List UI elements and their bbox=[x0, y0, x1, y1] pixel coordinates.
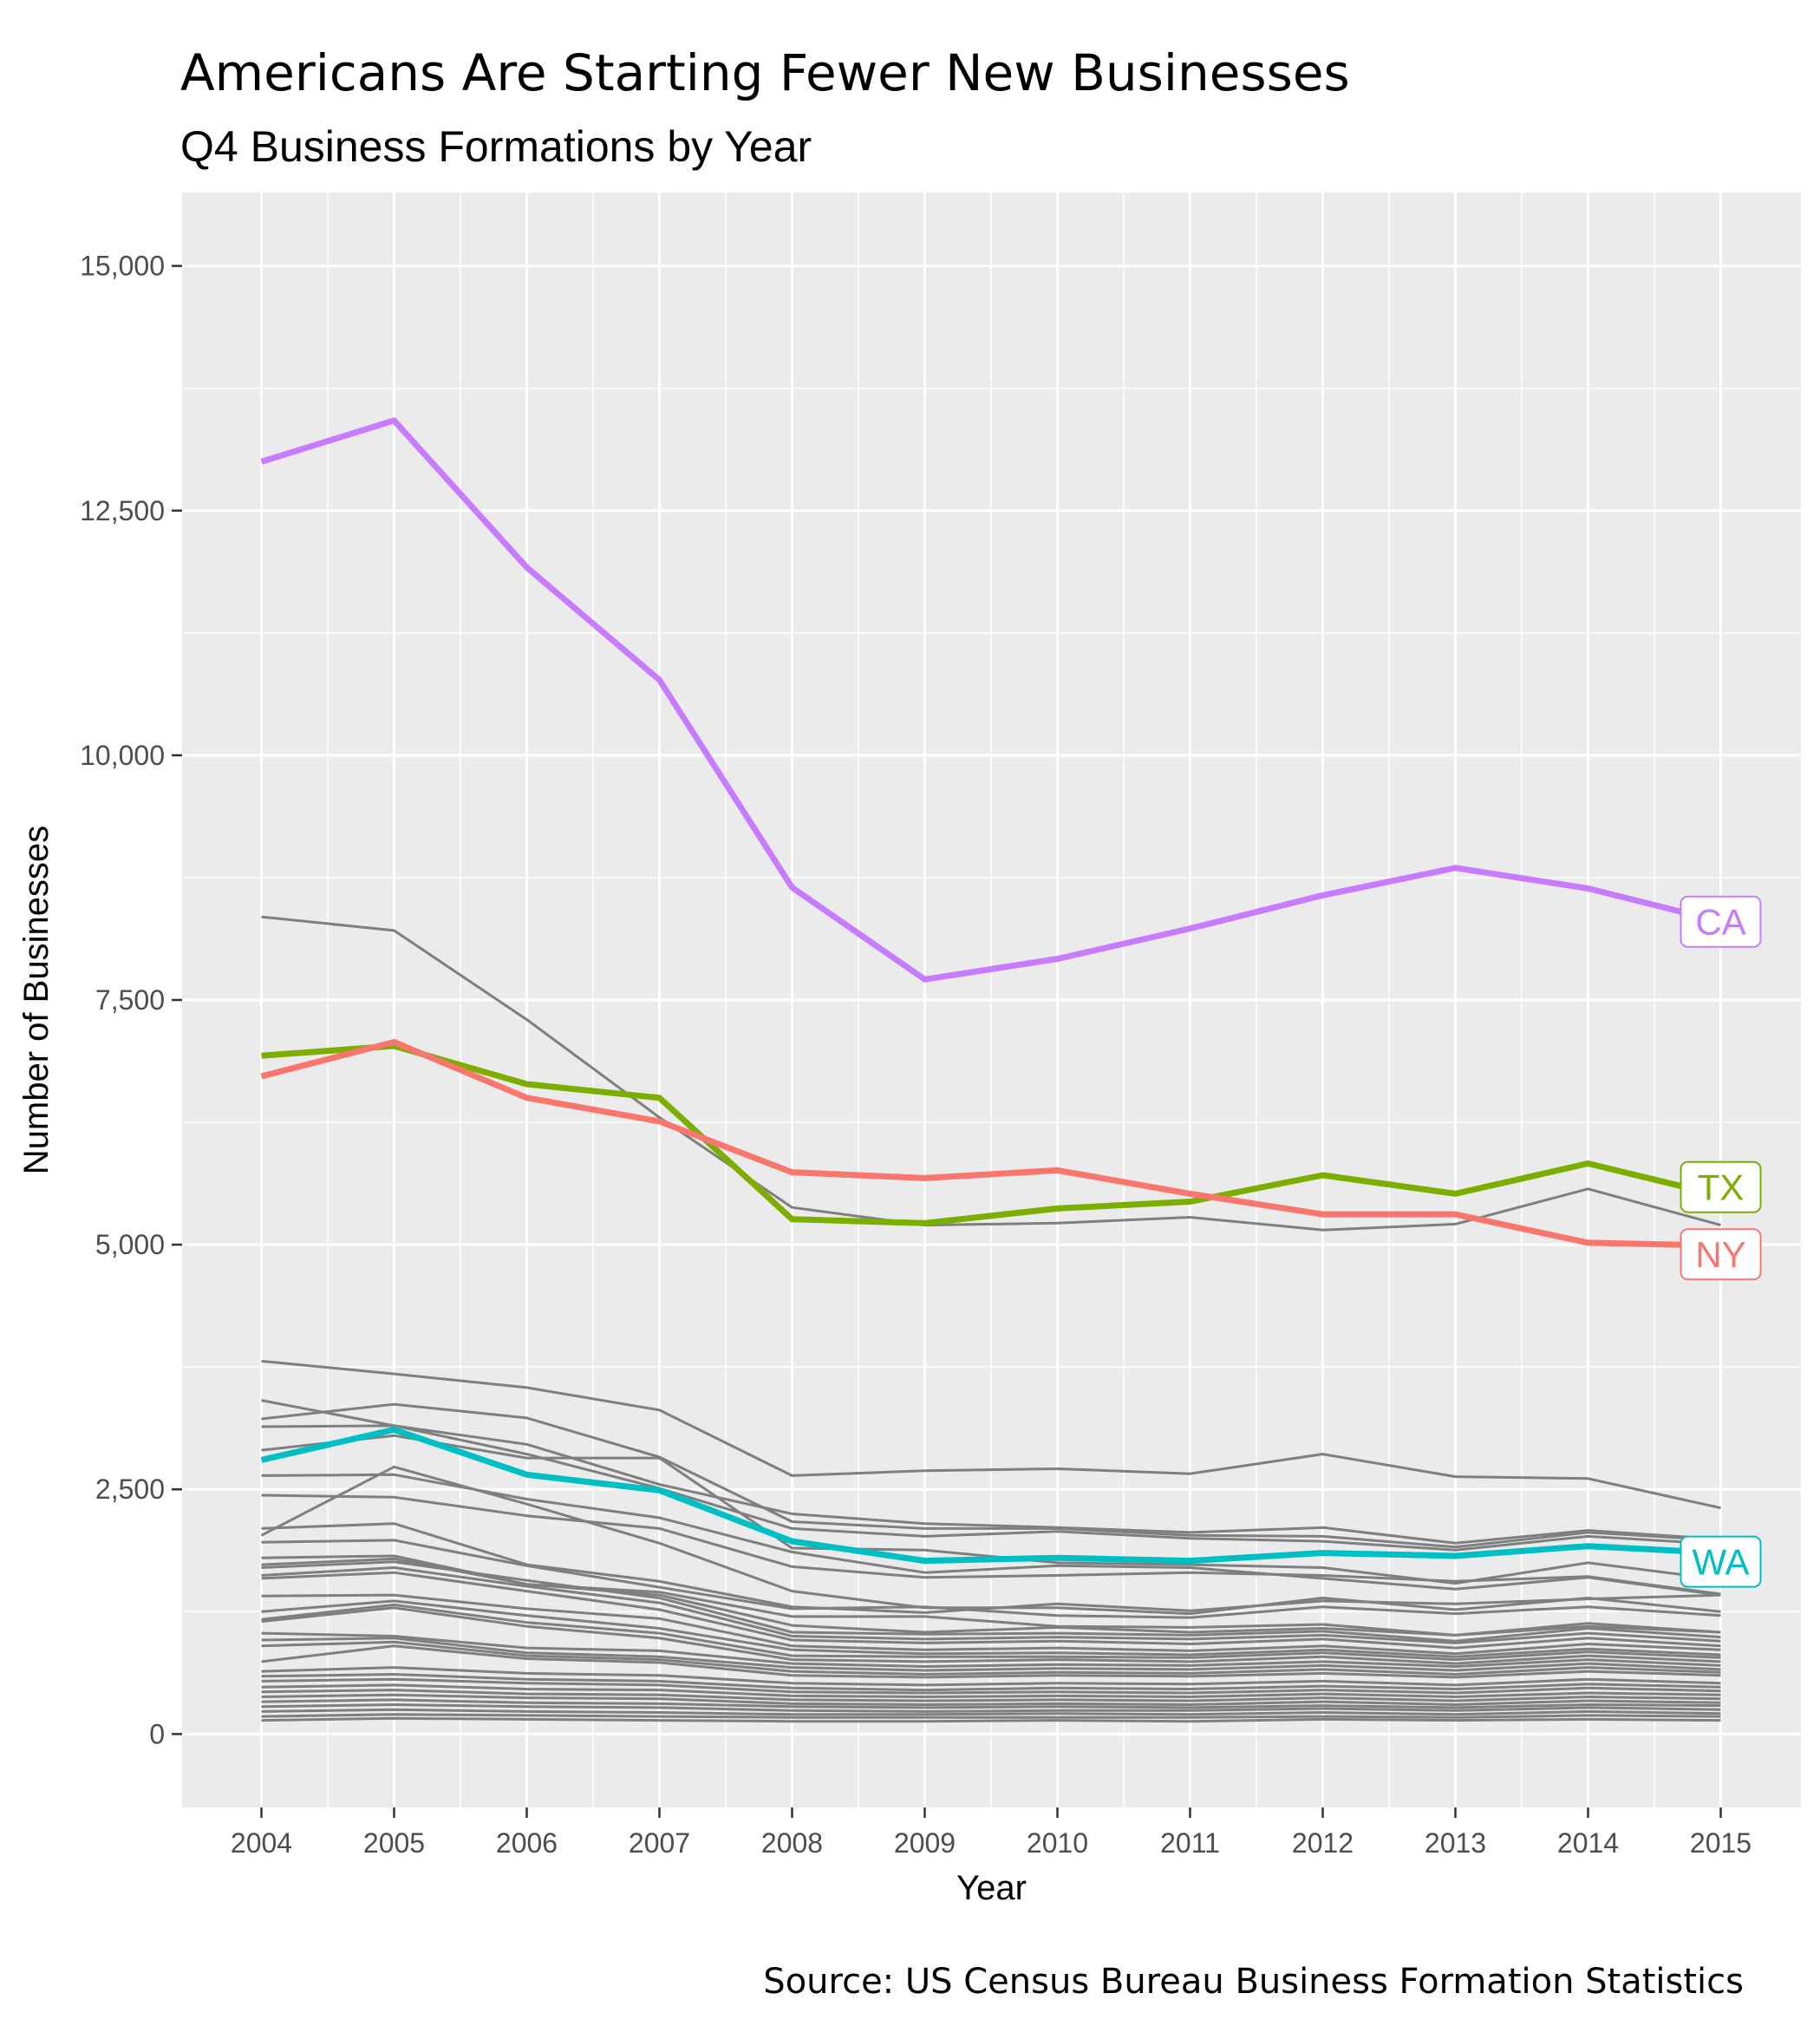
other-state-line bbox=[261, 1539, 1721, 1619]
other-state-line bbox=[261, 1473, 1721, 1597]
other-state-line bbox=[261, 1666, 1721, 1687]
other-state-line bbox=[261, 1557, 1721, 1637]
other-state-line bbox=[261, 1493, 1721, 1596]
y-tick-label: 15,000 bbox=[80, 251, 165, 282]
y-tick-label: 2,500 bbox=[95, 1474, 165, 1505]
other-state-line bbox=[261, 1399, 1721, 1545]
other-state-line bbox=[261, 1566, 1721, 1644]
x-tick-label: 2013 bbox=[1425, 1827, 1486, 1859]
x-tick-label: 2014 bbox=[1557, 1827, 1619, 1859]
y-tick-label: 10,000 bbox=[80, 740, 165, 771]
x-tick-label: 2006 bbox=[496, 1827, 558, 1859]
other-state-line bbox=[261, 1693, 1721, 1706]
end-label-ny: NY bbox=[1695, 1234, 1745, 1275]
x-tick-label: 2011 bbox=[1160, 1827, 1220, 1859]
x-axis-title: Year bbox=[956, 1869, 1027, 1907]
other-state-line bbox=[261, 1571, 1721, 1650]
other-state-line bbox=[261, 1593, 1721, 1656]
x-tick-label: 2009 bbox=[894, 1827, 956, 1859]
series-line-wa bbox=[260, 1426, 1721, 1565]
other-state-line bbox=[261, 1640, 1721, 1676]
chart-subtitle: Q4 Business Formations by Year bbox=[180, 122, 812, 171]
x-axis: 2004 2005 2006 2007 2008 2009 2010 2011 2012 2013… bbox=[231, 1807, 1752, 1859]
other-state-line bbox=[261, 1359, 1721, 1510]
x-tick-label: 2007 bbox=[629, 1827, 690, 1859]
y-tick-label: 5,000 bbox=[95, 1229, 165, 1260]
y-axis: 0 2,500 5,000 7,500 10,000 12,500 15,000 bbox=[80, 251, 182, 1749]
x-tick-label: 2015 bbox=[1690, 1827, 1752, 1859]
highlighted-series bbox=[260, 417, 1722, 1565]
other-state-line bbox=[261, 1673, 1721, 1692]
series-end-labels: CA TX NY WA bbox=[1680, 895, 1762, 1588]
other-state-line bbox=[261, 1689, 1721, 1702]
other-state-line bbox=[261, 1560, 1721, 1643]
end-label-wa: WA bbox=[1692, 1542, 1749, 1583]
other-state-line bbox=[261, 1713, 1721, 1719]
series-line-tx bbox=[261, 1042, 1722, 1226]
other-state-line bbox=[261, 1683, 1721, 1698]
y-tick-label: 0 bbox=[149, 1718, 165, 1749]
x-tick-label: 2010 bbox=[1027, 1827, 1088, 1859]
other-state-line bbox=[261, 1698, 1721, 1709]
y-axis-title: Number of Businesses bbox=[17, 826, 55, 1174]
other-state-line bbox=[261, 1522, 1721, 1614]
x-tick-label: 2005 bbox=[363, 1827, 425, 1859]
other-state-line bbox=[261, 1599, 1721, 1658]
y-tick-label: 12,500 bbox=[80, 495, 165, 526]
series-line-ca bbox=[260, 417, 1722, 983]
end-label-box-tx bbox=[1680, 1160, 1762, 1213]
x-tick-label: 2012 bbox=[1292, 1827, 1354, 1859]
other-state-line bbox=[261, 1708, 1721, 1716]
other-state-line bbox=[261, 1716, 1721, 1723]
end-label-ca: CA bbox=[1695, 902, 1745, 943]
other-state-line bbox=[261, 1603, 1721, 1662]
y-tick-label: 7,500 bbox=[95, 984, 165, 1016]
other-state-line bbox=[261, 1703, 1721, 1713]
other-state-line bbox=[261, 1606, 1721, 1665]
other-state-line bbox=[261, 1644, 1721, 1679]
x-tick-label: 2004 bbox=[231, 1827, 292, 1859]
series-line-ny bbox=[260, 1039, 1721, 1249]
end-label-box-ny bbox=[1680, 1228, 1762, 1281]
end-label-box-wa bbox=[1680, 1535, 1762, 1588]
source-caption: Source: US Census Bureau Business Format… bbox=[763, 1962, 1744, 2002]
chart-title: Americans Are Starting Fewer New Busines… bbox=[180, 43, 1350, 102]
end-label-tx: TX bbox=[1698, 1167, 1745, 1208]
x-tick-label: 2008 bbox=[761, 1827, 823, 1859]
other-state-line bbox=[261, 1637, 1721, 1672]
other-state-line bbox=[261, 1677, 1721, 1695]
other-state-line bbox=[261, 1424, 1721, 1552]
other-state-line bbox=[261, 1631, 1721, 1668]
other-state-line bbox=[261, 1402, 1721, 1549]
end-label-box-ca bbox=[1680, 895, 1762, 948]
